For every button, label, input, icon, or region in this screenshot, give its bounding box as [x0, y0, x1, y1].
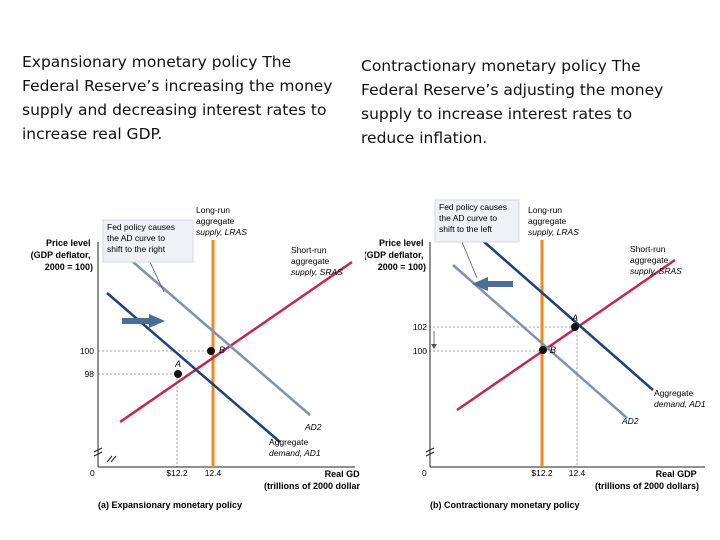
note-line-2: the AD curve to: [107, 233, 165, 243]
sras-label-3: supply, SRAS: [630, 266, 682, 276]
lras-label-3: supply, LRAS: [528, 227, 579, 237]
lras-label-2: aggregate: [528, 216, 567, 226]
tick-gdp-low: $12.2: [166, 468, 188, 478]
panel-title: (a) Expansionary monetary policy: [98, 500, 242, 510]
point-a-marker: [174, 370, 182, 378]
panel-contractionary: Fed policy causes the AD curve to shift …: [364, 190, 715, 530]
sras-label-3: supply, SRAS: [291, 267, 343, 277]
tick-gdp-high: 12.4: [205, 468, 222, 478]
sras-line: [456, 258, 676, 412]
note-line-1: Fed policy causes: [439, 202, 507, 212]
note-line-1: Fed policy causes: [107, 222, 175, 232]
point-a-marker: [571, 323, 579, 331]
y-axis-label-2: (GDP deflator,: [365, 250, 423, 260]
tick-origin: 0: [422, 468, 427, 478]
tick-gdp-low: $12.2: [531, 468, 553, 478]
price-change-arrowhead-icon: [431, 344, 437, 349]
svg-text:Long-run aggregate: Long-run aggregate supply, LRAS: [196, 205, 247, 237]
contractionary-diagram: Fed policy causes the AD curve to shift …: [364, 199, 706, 510]
sras-label-2: aggregate: [630, 255, 669, 265]
tick-price-low: 100: [413, 346, 427, 356]
x-axis-label-2: (trillions of 2000 dollars): [264, 481, 360, 491]
point-a-label: A: [571, 313, 578, 323]
point-b-label: B: [219, 345, 225, 355]
ad1-line: [106, 292, 281, 443]
svg-text:Fed policy causes the AD: Fed policy causes the AD curve to shift …: [439, 202, 509, 234]
caption-contractionary: Contractionary monetary policy The Feder…: [361, 57, 664, 147]
svg-text:Fed policy causes the AD: Fed policy causes the AD curve to shift …: [107, 222, 177, 254]
ad2-line: [132, 261, 311, 416]
svg-text:Price level (GDP deflato: Price level (GDP deflator, 2000 = 100): [365, 238, 426, 272]
x-axis-label-1: Real GDP: [325, 469, 360, 479]
tick-price-high: 102: [413, 322, 427, 332]
sras-line: [119, 260, 353, 424]
shift-left-arrowhead-icon: [472, 277, 488, 291]
tick-origin: 0: [90, 468, 95, 478]
y-axis-label-3: 2000 = 100): [378, 262, 426, 272]
ad1-label-2: demand, AD1: [269, 448, 321, 458]
point-b-marker: [207, 347, 215, 355]
point-b-label: B: [550, 345, 556, 355]
x-axis-label-1: Real GDP: [656, 469, 697, 479]
note-line-3: shift to the left: [439, 224, 493, 234]
tick-gdp-high: 12.4: [569, 468, 586, 478]
x-axis-label-2: (trillions of 2000 dollars): [595, 481, 699, 491]
ad1-label-1: Aggregate: [269, 437, 308, 447]
svg-text:Short-run aggregate: Short-run aggregate supply, SRAS: [291, 245, 343, 277]
shift-right-arrowhead-icon: [149, 314, 165, 328]
panel-expansionary: Fed policy causes the AD curve to shift …: [10, 190, 368, 530]
y-axis-label-2: (GDP deflator,: [31, 250, 91, 260]
svg-text:Real GDP (trillions of 2: Real GDP (trillions of 2000 dollars): [264, 469, 360, 491]
note-line-3: shift to the right: [107, 244, 166, 254]
panel-title: (b) Contractionary monetary policy: [430, 500, 580, 510]
svg-text:Price level (GDP deflato: Price level (GDP deflator, 2000 = 100): [31, 238, 93, 272]
lras-label-3: supply, LRAS: [196, 227, 247, 237]
tick-price-high: 100: [80, 346, 94, 356]
ad1-label-1: Aggregate: [654, 388, 693, 398]
ad2-label: AD2: [621, 416, 639, 426]
axis-break-icon-x: [106, 455, 117, 463]
tick-price-low: 98: [85, 369, 95, 379]
y-axis-label-3: 2000 = 100): [45, 262, 93, 272]
point-a-label: A: [174, 359, 181, 369]
note-line-2: the AD curve to: [439, 213, 497, 223]
y-axis-label-1: Price level: [46, 238, 91, 248]
caption-expansionary: Expansionary monetary policy The Federal…: [22, 53, 333, 143]
lras-label-1: Long-run: [528, 205, 562, 215]
sras-label-1: Short-run: [291, 245, 327, 255]
note-pointer: [149, 261, 165, 293]
expansionary-diagram: Fed policy causes the AD curve to shift …: [31, 205, 368, 510]
lras-label-2: aggregate: [196, 216, 235, 226]
sras-label-2: aggregate: [291, 256, 330, 266]
ad2-line: [452, 264, 628, 419]
svg-text:Short-run aggregate: Short-run aggregate supply, SRAS: [630, 244, 682, 276]
sras-label-1: Short-run: [630, 244, 666, 254]
y-axis-label-1: Price level: [379, 238, 424, 248]
note-box: [434, 199, 520, 243]
ad1-label-2: demand, AD1: [654, 399, 706, 409]
ad2-label: AD2: [304, 422, 322, 432]
svg-text:Real GDP (trillions of 2: Real GDP (trillions of 2000 dollars): [595, 469, 699, 491]
axis-break-icon: [425, 447, 435, 457]
note-pointer: [461, 241, 478, 279]
svg-text:Aggregate demand, AD1: Aggregate demand, AD1: [269, 437, 321, 458]
point-b-marker: [539, 346, 547, 354]
axis-break-icon: [93, 447, 103, 457]
ad1-line: [481, 239, 654, 391]
lras-label-1: Long-run: [196, 205, 230, 215]
svg-text:Long-run aggregate: Long-run aggregate supply, LRAS: [528, 205, 579, 237]
note-box: [102, 219, 194, 263]
svg-text:Aggregate demand, AD1: Aggregate demand, AD1: [654, 388, 706, 409]
